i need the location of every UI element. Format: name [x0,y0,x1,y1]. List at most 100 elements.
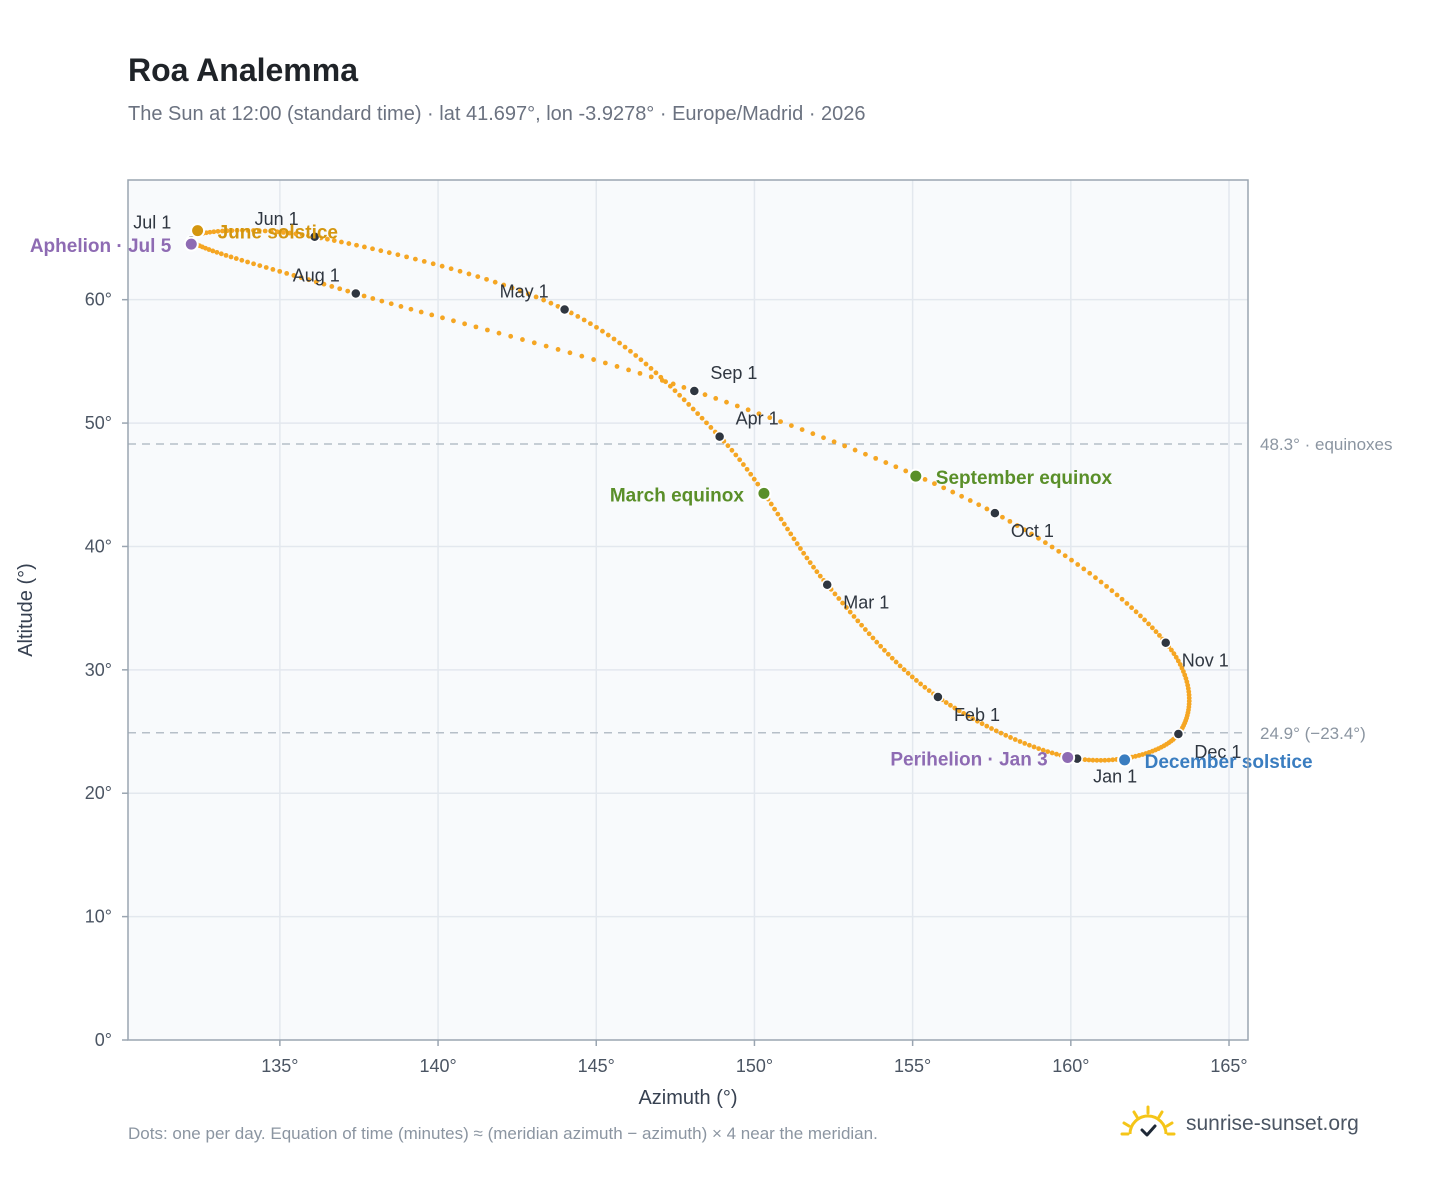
daily-sun-dot [214,249,220,255]
x-tick-label: 140° [419,1056,456,1076]
daily-sun-dot [956,708,962,714]
daily-sun-dot [791,536,797,542]
daily-sun-dot [1031,744,1037,750]
daily-sun-dot [306,277,312,283]
daily-sun-dot [821,435,826,441]
daily-sun-dot [1094,757,1100,763]
daily-sun-dot [979,721,985,727]
daily-sun-dot [339,239,344,245]
daily-sun-dot [677,392,683,398]
daily-sun-dot [1157,633,1162,638]
daily-sun-dot [852,447,858,453]
daily-sun-dot [778,516,784,522]
daily-sun-dot [331,238,337,243]
x-axis-label: Azimuth (°) [638,1087,737,1109]
daily-sun-dot [713,396,719,401]
daily-sun-dot [1017,739,1023,744]
daily-sun-dot [421,259,427,264]
daily-sun-dot [772,506,777,512]
daily-sun-dot [462,321,468,327]
daily-sun-dot [643,361,649,367]
daily-sun-dot [239,227,245,233]
daily-sun-dot [1049,750,1055,756]
month-label: Feb 1 [954,705,1000,725]
daily-sun-dot [605,332,611,338]
x-tick-label: 160° [1052,1056,1089,1076]
month-marker [1159,636,1172,649]
daily-sun-dot [874,639,880,645]
daily-sun-dot [440,315,445,321]
daily-sun-dot [220,228,225,234]
daily-sun-dot [466,271,472,277]
page-subtitle: The Sun at 12:00 (standard time) · lat 4… [128,103,866,125]
daily-sun-dot [1049,544,1055,550]
daily-sun-dot [439,263,445,269]
daily-sun-dot [313,279,319,285]
daily-sun-dot [1133,753,1138,759]
daily-sun-dot [941,485,947,491]
daily-sun-dot [842,443,848,449]
x-tick-label: 155° [894,1056,931,1076]
event-marker [908,468,924,484]
daily-sun-dot [725,443,731,449]
daily-sun-dot [885,651,891,657]
month-marker [989,507,1001,519]
daily-sun-dot [831,439,837,445]
daily-sun-dot [251,228,256,233]
daily-sun-dot [1119,596,1125,602]
event-marker [1060,749,1076,765]
brand-link[interactable]: sunrise-sunset.org [1120,1100,1359,1148]
daily-sun-dot [745,407,751,413]
daily-sun-dot [965,713,971,719]
daily-sun-dot [1014,523,1020,528]
daily-sun-dot [804,555,810,561]
daily-sun-dot [555,347,561,352]
daily-sun-dot [781,521,787,527]
daily-sun-dot [543,343,549,349]
daily-sun-dot [325,236,330,242]
daily-sun-dot [1045,749,1051,754]
daily-sun-dot [496,330,502,336]
daily-sun-dot [429,312,435,318]
daily-sun-dot [218,251,224,257]
daily-sun-dot [287,230,293,236]
daily-sun-dot [1056,548,1062,554]
daily-sun-dot [993,728,999,734]
daily-sun-dot [734,403,740,409]
daily-sun-dot [1082,757,1088,763]
daily-sun-dot [293,231,299,237]
month-marker [821,578,833,591]
daily-sun-dot [274,229,280,235]
daily-sun-dot [1098,757,1104,763]
daily-sun-dot [807,560,813,566]
daily-sun-dot [952,705,958,711]
daily-sun-dot [412,256,418,262]
daily-sun-dot [484,327,490,333]
month-label: Jan 1 [1093,767,1137,787]
daily-sun-dot [594,324,599,330]
daily-sun-dot [1087,570,1093,576]
daily-sun-dot [724,399,729,405]
daily-sun-dot [1114,592,1120,598]
daily-sun-dot [567,350,573,356]
daily-sun-dot [976,502,982,508]
y-tick-label: 60° [85,290,112,310]
daily-sun-dot [959,493,965,499]
daily-sun-dot [1124,601,1130,606]
daily-sun-dot [602,360,608,366]
daily-sun-dot [901,667,907,673]
y-tick-label: 10° [85,907,112,927]
reference-line-label: 48.3° · equinoxes [1260,435,1393,454]
sun-logo-icon [1120,1105,1176,1137]
daily-sun-dot [870,635,876,641]
daily-sun-dot [229,228,235,233]
daily-sun-dot [509,285,515,291]
daily-sun-dot [404,254,409,260]
daily-sun-dot [299,232,305,238]
daily-sun-dot [785,526,790,532]
month-marker [1172,728,1185,740]
daily-sun-dot [1098,579,1104,585]
daily-sun-dot [637,370,643,376]
daily-sun-dot [967,498,973,503]
daily-sun-dot [206,247,212,252]
